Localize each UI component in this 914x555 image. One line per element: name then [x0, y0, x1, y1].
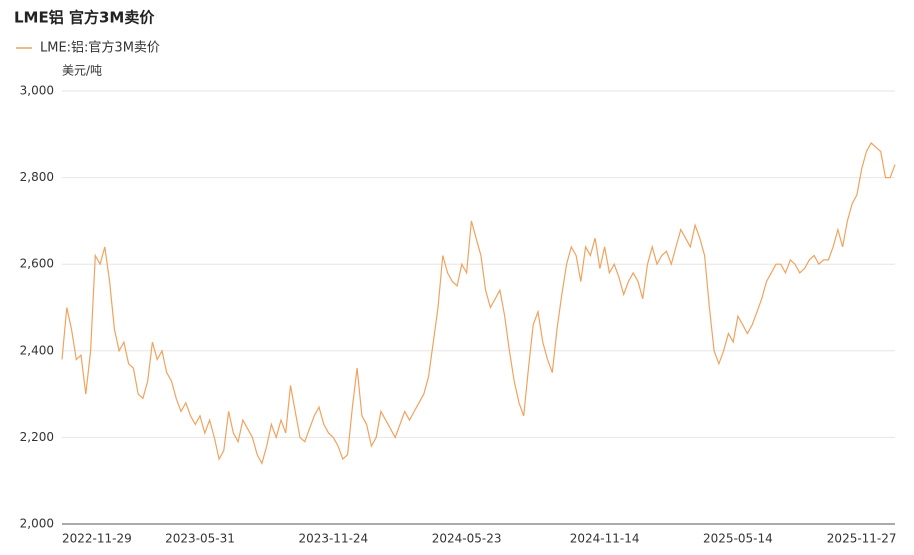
x-tick-label: 2025-05-14 — [703, 532, 773, 546]
legend-label: LME:铝:官方3M卖价 — [40, 40, 160, 56]
y-tick-label: 2,600 — [20, 257, 54, 271]
y-tick-label: 2,200 — [20, 430, 54, 444]
y-tick-label: 2,400 — [20, 343, 54, 357]
y-tick-label: 2,000 — [20, 517, 54, 531]
data-line — [61, 142, 896, 465]
y-tick-label: 3,000 — [20, 84, 54, 98]
y-axis-unit: 美元/吨 — [62, 64, 102, 78]
chart-title: LME铝 官方3M卖价 — [14, 9, 155, 27]
y-tick-label: 2,800 — [20, 170, 54, 184]
x-tick-label: 2023-11-24 — [298, 532, 368, 546]
x-tick-label: 2024-11-14 — [570, 532, 640, 546]
x-tick-label: 2023-05-31 — [165, 532, 235, 546]
x-tick-label: 2024-05-23 — [432, 532, 502, 546]
x-tick-label: 2025-11-27 — [827, 532, 897, 546]
x-tick-label: 2022-11-29 — [62, 532, 132, 546]
